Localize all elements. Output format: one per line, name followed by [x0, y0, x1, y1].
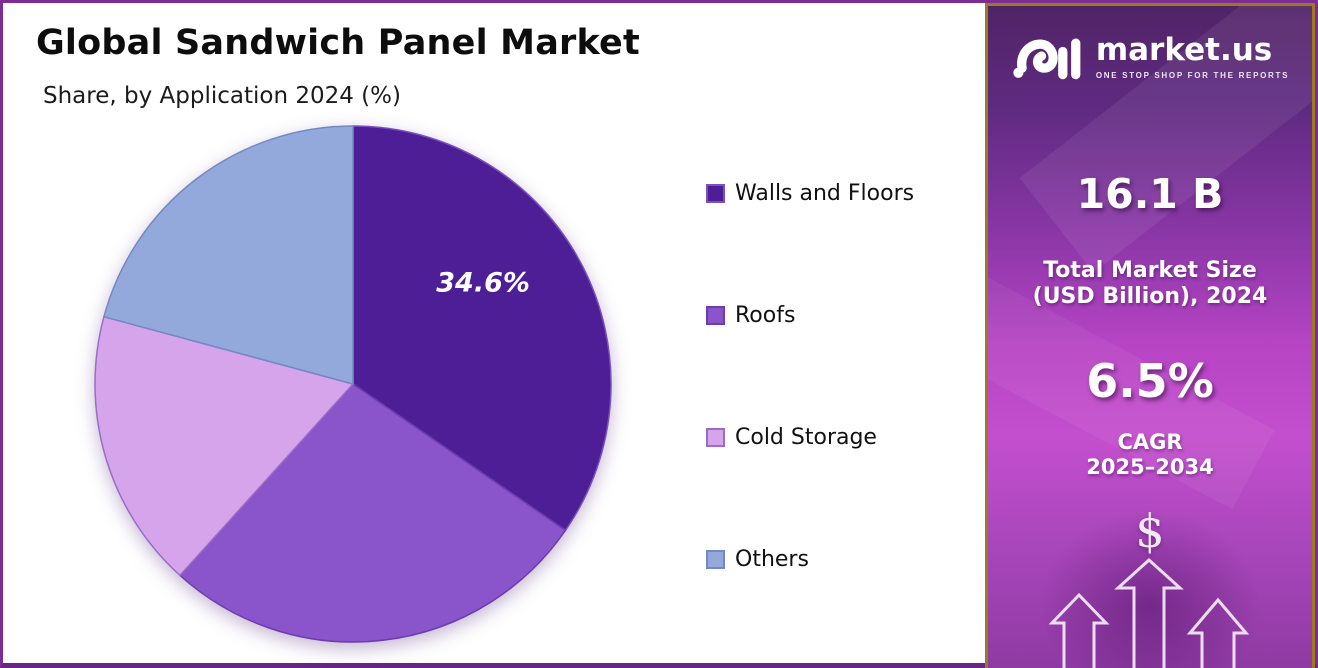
brand-logo: market.us ONE STOP SHOP FOR THE REPORTS	[988, 28, 1312, 86]
pie-chart: 34.6%	[94, 125, 612, 643]
legend-swatch-cold-storage	[706, 427, 725, 447]
legend-label: Cold Storage	[735, 424, 877, 450]
brand-tagline: ONE STOP SHOP FOR THE REPORTS	[1095, 70, 1290, 80]
cagr-caption-line1: CAGR	[1117, 430, 1183, 454]
page-title: Global Sandwich Panel Market	[36, 23, 640, 63]
brand-sidebar: market.us ONE STOP SHOP FOR THE REPORTS …	[985, 3, 1315, 668]
market-size-caption: Total Market Size (USD Billion), 2024	[988, 258, 1312, 311]
legend-item-walls-and-floors: Walls and Floors	[706, 179, 914, 207]
market-size-caption-line2: (USD Billion), 2024	[1032, 284, 1268, 310]
brand-name: market.us	[1095, 31, 1273, 68]
legend-item-cold-storage: Cold Storage	[706, 423, 914, 451]
legend-item-others: Others	[706, 545, 914, 573]
growth-arrows-icon	[1048, 557, 1250, 668]
pie-slice-roofs	[178, 383, 567, 643]
cagr-caption-line2: 2025–2034	[1086, 455, 1214, 480]
legend-item-roofs: Roofs	[706, 301, 914, 329]
pie-slice-walls-and-floors	[352, 125, 612, 532]
legend: Walls and Floors Roofs Cold Storage Othe…	[706, 179, 914, 573]
decor-blob	[1035, 506, 1265, 668]
legend-swatch-others	[706, 549, 725, 569]
cagr-value: 6.5%	[1086, 354, 1214, 408]
legend-label: Roofs	[735, 302, 796, 328]
legend-label: Walls and Floors	[735, 180, 915, 206]
dollar-symbol: $	[1135, 504, 1165, 558]
market-size-value: 16.1 B	[1076, 170, 1224, 218]
market-size-caption-line1: Total Market Size	[1043, 258, 1257, 283]
pie-slice-others	[103, 125, 354, 385]
legend-swatch-walls-and-floors	[706, 183, 725, 203]
cagr-caption: CAGR 2025–2034	[988, 430, 1312, 480]
legend-swatch-roofs	[706, 305, 725, 325]
legend-label: Others	[735, 546, 809, 572]
page-subtitle: Share, by Application 2024 (%)	[43, 83, 401, 109]
pie-slice-label: 34.6%	[436, 267, 530, 298]
pie-slice-cold-storage	[94, 315, 355, 577]
marketus-logo-icon	[1013, 38, 1081, 80]
brand-text: market.us ONE STOP SHOP FOR THE REPORTS	[1095, 31, 1290, 80]
